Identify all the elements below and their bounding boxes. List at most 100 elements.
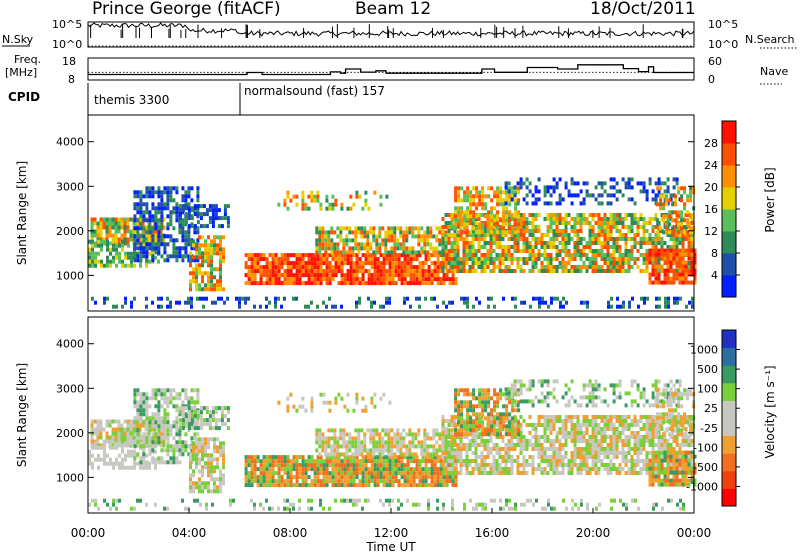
range-gate-cell: [148, 436, 152, 441]
range-gate-cell: [151, 460, 155, 465]
range-gate-cell: [274, 296, 277, 301]
colorbar-swatch: [722, 209, 736, 232]
range-gate-cell: [324, 436, 328, 441]
range-gate-cell: [289, 483, 293, 488]
range-gate-cell: [462, 245, 466, 249]
range-gate-cell: [324, 440, 328, 445]
range-gate-cell: [373, 273, 377, 278]
range-gate-cell: [142, 210, 146, 215]
range-gate-cell: [271, 483, 275, 488]
range-gate-cell: [510, 253, 514, 257]
range-gate-cell: [396, 428, 400, 433]
range-gate-cell: [90, 427, 94, 432]
range-gate-cell: [448, 479, 452, 484]
range-gate-cell: [187, 190, 191, 195]
range-gate-cell: [385, 194, 389, 199]
range-gate-cell: [367, 206, 371, 211]
range-gate-cell: [675, 264, 679, 269]
range-gate-cell: [627, 229, 631, 233]
range-gate-cell: [400, 265, 404, 270]
range-gate-cell: [513, 225, 517, 229]
range-gate-cell: [436, 459, 440, 464]
range-gate-cell: [516, 201, 520, 206]
range-gate-cell: [432, 432, 436, 437]
range-gate-cell: [381, 428, 385, 433]
range-gate-cell: [313, 483, 317, 488]
range-gate-cell: [330, 250, 334, 255]
range-gate-cell: [172, 452, 176, 457]
range-gate-cell: [423, 436, 427, 441]
range-gate-cell: [378, 234, 382, 239]
range-gate-cell: [433, 459, 437, 464]
range-gate-cell: [328, 479, 332, 484]
range-gate-cell: [430, 471, 434, 476]
range-gate-cell: [349, 467, 353, 472]
range-gate-cell: [147, 431, 151, 436]
range-gate-cell: [142, 412, 146, 417]
range-gate-cell: [609, 217, 613, 221]
range-gate-cell: [310, 408, 314, 413]
range-gate-cell: [318, 444, 322, 449]
range-gate-cell: [151, 396, 155, 401]
range-gate-cell: [139, 441, 142, 446]
range-gate-cell: [444, 241, 448, 245]
range-gate-cell: [108, 435, 112, 440]
range-gate-cell: [430, 281, 434, 286]
range-gate-cell: [382, 479, 386, 484]
range-gate-cell: [564, 217, 568, 221]
range-gate-cell: [216, 489, 219, 494]
range-gate-cell: [265, 459, 269, 464]
range-gate-cell: [175, 448, 179, 453]
range-gate-cell: [157, 416, 161, 421]
range-gate-cell: [378, 436, 382, 441]
range-gate-cell: [468, 245, 472, 249]
range-gate-cell: [192, 267, 195, 272]
range-gate-cell: [677, 226, 681, 231]
range-gate-cell: [439, 467, 443, 472]
range-gate-cell: [456, 423, 460, 427]
range-gate-cell: [403, 471, 407, 476]
range-gate-cell: [436, 253, 440, 258]
range-gate-cell: [669, 264, 673, 269]
range-gate-cell: [457, 210, 461, 215]
range-gate-cell: [477, 213, 481, 217]
range-gate-cell: [642, 233, 646, 237]
range-gate-cell: [469, 210, 473, 215]
range-gate-cell: [372, 250, 376, 255]
range-gate-cell: [637, 304, 640, 309]
range-gate-cell: [349, 261, 353, 266]
range-gate-cell: [220, 406, 224, 411]
range-gate-cell: [558, 249, 562, 253]
range-gate-cell: [265, 475, 269, 480]
range-gate-cell: [367, 475, 371, 480]
range-gate-cell: [690, 233, 694, 237]
range-gate-cell: [579, 229, 583, 233]
range-gate-cell: [334, 459, 338, 464]
range-gate-cell: [675, 256, 679, 261]
range-gate-cell: [483, 229, 487, 233]
range-gate-cell: [430, 277, 434, 282]
range-gate-cell: [199, 204, 203, 209]
range-gate-cell: [247, 273, 251, 278]
range-gate-cell: [588, 193, 592, 198]
range-gate-cell: [444, 431, 448, 435]
range-gate-cell: [108, 419, 112, 424]
range-gate-cell: [498, 225, 502, 229]
range-gate-cell: [674, 202, 678, 207]
range-gate-cell: [219, 477, 222, 482]
range-gate-cell: [160, 226, 164, 231]
range-gate-cell: [672, 229, 676, 233]
range-gate-cell: [211, 208, 215, 213]
range-gate-cell: [115, 239, 118, 244]
range-gate-cell: [633, 221, 637, 225]
range-gate-cell: [423, 230, 427, 235]
range-gate-cell: [358, 471, 362, 476]
range-gate-cell: [283, 257, 287, 262]
range-gate-cell: [483, 241, 487, 245]
range-gate-cell: [487, 186, 491, 191]
range-gate-cell: [450, 217, 454, 221]
range-gate-cell: [427, 455, 431, 460]
range-gate-cell: [403, 265, 407, 270]
range-gate-cell: [375, 242, 379, 247]
range-gate-cell: [256, 281, 260, 286]
